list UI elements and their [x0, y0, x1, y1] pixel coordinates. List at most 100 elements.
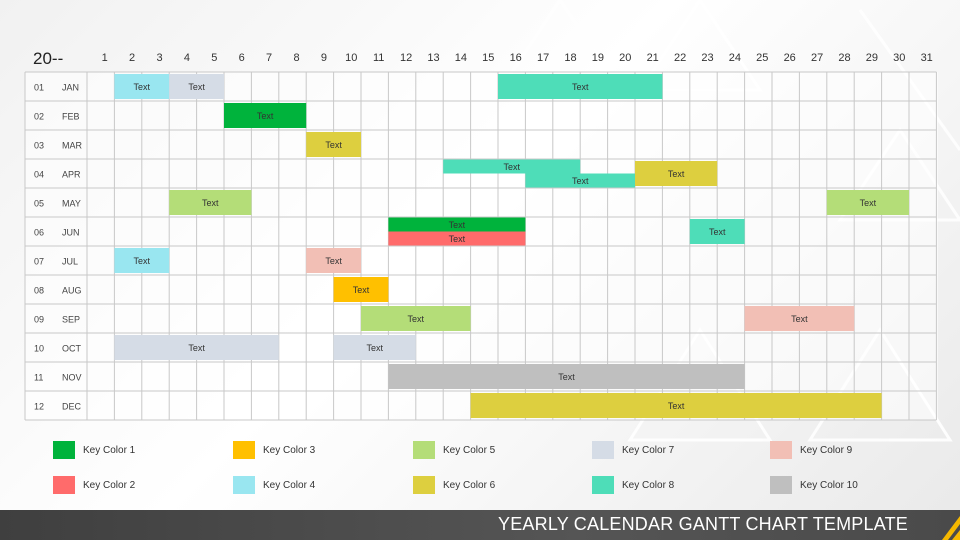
task-label: Text — [202, 198, 219, 208]
task-bar — [525, 173, 635, 188]
day-header: 12 — [400, 52, 412, 64]
task-label: Text — [325, 140, 342, 150]
month-name: APR — [62, 170, 81, 180]
day-header: 23 — [701, 52, 713, 64]
day-header: 14 — [455, 52, 467, 64]
day-header: 31 — [921, 52, 933, 64]
task-label: Text — [257, 111, 274, 121]
month-name: NOV — [62, 373, 82, 383]
task-label: Text — [668, 401, 685, 411]
task-bar — [388, 231, 526, 246]
month-number: 10 — [34, 344, 44, 354]
task-label: Text — [572, 176, 589, 186]
month-number: 08 — [34, 286, 44, 296]
day-header: 25 — [756, 52, 768, 64]
month-number: 07 — [34, 257, 44, 267]
task-bar — [169, 190, 252, 215]
day-header: 11 — [373, 52, 384, 64]
legend-swatch — [770, 476, 792, 494]
day-header: 21 — [647, 52, 659, 64]
task-label: Text — [860, 198, 877, 208]
task-bar — [635, 161, 718, 186]
day-header: 26 — [784, 52, 796, 64]
day-header: 6 — [239, 52, 245, 64]
day-header: 27 — [811, 52, 823, 64]
month-number: 03 — [34, 141, 44, 151]
task-label: Text — [188, 343, 205, 353]
task-bar — [306, 132, 361, 157]
month-name: SEP — [62, 315, 80, 325]
day-header: 16 — [510, 52, 522, 64]
day-header: 19 — [592, 52, 604, 64]
month-name: JUL — [62, 257, 78, 267]
legend-item: Key Color 9 — [770, 440, 852, 460]
day-header: 24 — [729, 52, 741, 64]
month-name: AUG — [62, 286, 82, 296]
month-number: 06 — [34, 228, 44, 238]
task-label: Text — [449, 234, 466, 244]
month-number: 05 — [34, 199, 44, 209]
legend-label: Key Color 1 — [83, 444, 136, 456]
legend-item: Key Color 1 — [53, 440, 135, 460]
year-label: 20-- — [33, 49, 63, 68]
legend-label: Key Color 7 — [622, 444, 675, 456]
task-bar — [333, 277, 389, 302]
task-bar — [169, 74, 224, 99]
task-bar — [498, 74, 663, 99]
task-bar — [689, 219, 745, 244]
legend-item: Key Color 3 — [233, 440, 315, 460]
month-number: 12 — [34, 402, 44, 412]
day-header: 3 — [156, 52, 162, 64]
legend-item: Key Color 6 — [413, 475, 495, 495]
legend-label: Key Color 6 — [443, 479, 496, 491]
legend-swatch — [53, 441, 75, 459]
task-label: Text — [558, 372, 575, 382]
legend-swatch — [770, 441, 792, 459]
task-bar — [306, 248, 361, 273]
task-bar — [224, 103, 307, 128]
task-label: Text — [134, 82, 151, 92]
day-header: 15 — [482, 52, 494, 64]
task-label: Text — [503, 162, 520, 172]
task-bar — [443, 159, 581, 174]
task-bar — [388, 364, 745, 389]
task-label: Text — [353, 285, 370, 295]
month-name: JUN — [62, 228, 80, 238]
legend-label: Key Color 9 — [800, 444, 853, 456]
legend-label: Key Color 5 — [443, 444, 496, 456]
day-header: 20 — [619, 52, 631, 64]
task-label: Text — [572, 82, 589, 92]
task-label: Text — [408, 314, 425, 324]
task-bar — [333, 335, 416, 360]
task-bar — [114, 74, 170, 99]
month-name: DEC — [62, 402, 82, 412]
task-bar — [114, 248, 170, 273]
task-label: Text — [791, 314, 808, 324]
legend-label: Key Color 8 — [622, 479, 675, 491]
legend-item: Key Color 5 — [413, 440, 495, 460]
month-name: JAN — [62, 83, 79, 93]
day-header: 5 — [211, 52, 217, 64]
legend-swatch — [592, 476, 614, 494]
task-bar — [826, 190, 909, 215]
legend-label: Key Color 2 — [83, 479, 136, 491]
day-header: 9 — [321, 52, 327, 64]
legend-item: Key Color 10 — [770, 475, 858, 495]
legend-swatch — [592, 441, 614, 459]
task-label: Text — [325, 256, 342, 266]
day-header: 10 — [345, 52, 357, 64]
day-header: 13 — [427, 52, 439, 64]
task-label: Text — [134, 256, 151, 266]
month-name: MAR — [62, 141, 83, 151]
legend-swatch — [413, 476, 435, 494]
legend-label: Key Color 4 — [263, 479, 316, 491]
task-bar — [361, 306, 471, 331]
month-number: 09 — [34, 315, 44, 325]
month-number: 01 — [34, 83, 44, 93]
task-label: Text — [366, 343, 383, 353]
legend-swatch — [413, 441, 435, 459]
legend-item: Key Color 7 — [592, 440, 674, 460]
day-header: 29 — [866, 52, 878, 64]
footer-bar: YEARLY CALENDAR GANTT CHART TEMPLATE — [0, 510, 960, 540]
